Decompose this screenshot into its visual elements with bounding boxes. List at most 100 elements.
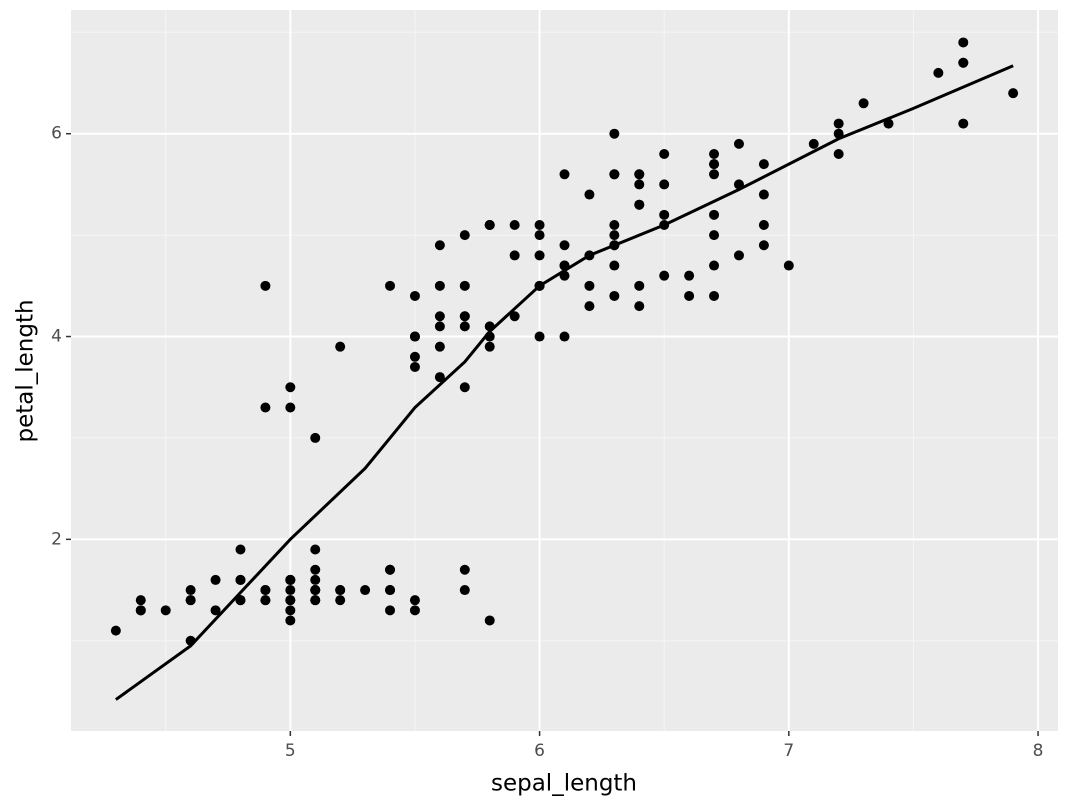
point bbox=[783, 260, 794, 271]
point bbox=[360, 585, 371, 596]
point bbox=[459, 321, 470, 332]
point bbox=[684, 270, 695, 281]
point bbox=[758, 219, 769, 230]
point bbox=[584, 280, 595, 291]
point bbox=[235, 544, 246, 555]
point bbox=[285, 585, 296, 596]
point bbox=[434, 341, 445, 352]
point bbox=[609, 290, 620, 301]
point bbox=[634, 280, 645, 291]
point bbox=[634, 169, 645, 180]
point bbox=[210, 574, 221, 585]
x-tick-label: 5 bbox=[285, 741, 296, 761]
point bbox=[958, 37, 969, 48]
point bbox=[310, 544, 321, 555]
point bbox=[110, 625, 121, 636]
point bbox=[509, 219, 520, 230]
point bbox=[559, 240, 570, 251]
point bbox=[659, 270, 670, 281]
point bbox=[409, 361, 420, 372]
point bbox=[833, 118, 844, 129]
point bbox=[534, 250, 545, 261]
point bbox=[609, 230, 620, 241]
point bbox=[260, 280, 271, 291]
point bbox=[210, 605, 221, 616]
point bbox=[659, 148, 670, 159]
point bbox=[559, 331, 570, 342]
point bbox=[160, 605, 171, 616]
point bbox=[758, 159, 769, 170]
point bbox=[758, 240, 769, 251]
point bbox=[709, 290, 720, 301]
point bbox=[310, 564, 321, 575]
point bbox=[409, 595, 420, 606]
point bbox=[459, 311, 470, 322]
point bbox=[833, 148, 844, 159]
point bbox=[484, 341, 495, 352]
point bbox=[459, 585, 470, 596]
point bbox=[260, 402, 271, 413]
x-tick-label: 8 bbox=[1033, 741, 1044, 761]
point bbox=[434, 372, 445, 383]
point bbox=[559, 169, 570, 180]
point bbox=[958, 57, 969, 68]
point bbox=[385, 605, 396, 616]
point bbox=[709, 209, 720, 220]
point bbox=[484, 219, 495, 230]
point bbox=[634, 199, 645, 210]
point bbox=[958, 118, 969, 129]
x-tick-label: 7 bbox=[783, 741, 794, 761]
point bbox=[733, 250, 744, 261]
point bbox=[584, 189, 595, 200]
point bbox=[659, 209, 670, 220]
point bbox=[459, 564, 470, 575]
point bbox=[335, 341, 346, 352]
point bbox=[310, 574, 321, 585]
point bbox=[634, 179, 645, 190]
point bbox=[285, 574, 296, 585]
point bbox=[609, 169, 620, 180]
point bbox=[634, 301, 645, 312]
point bbox=[584, 301, 595, 312]
point bbox=[409, 605, 420, 616]
point bbox=[709, 169, 720, 180]
point bbox=[185, 585, 196, 596]
point bbox=[534, 219, 545, 230]
point bbox=[185, 595, 196, 606]
point bbox=[310, 595, 321, 606]
point bbox=[808, 138, 819, 149]
point bbox=[733, 138, 744, 149]
point bbox=[758, 189, 769, 200]
point bbox=[709, 230, 720, 241]
y-tick-label: 2 bbox=[51, 529, 62, 549]
y-tick-label: 4 bbox=[51, 327, 62, 347]
point bbox=[709, 148, 720, 159]
point bbox=[459, 280, 470, 291]
point bbox=[285, 605, 296, 616]
point bbox=[310, 585, 321, 596]
point bbox=[659, 179, 670, 190]
point bbox=[434, 311, 445, 322]
point bbox=[609, 260, 620, 271]
point bbox=[509, 250, 520, 261]
point bbox=[409, 290, 420, 301]
point bbox=[285, 615, 296, 626]
point bbox=[285, 595, 296, 606]
point bbox=[509, 311, 520, 322]
point bbox=[534, 230, 545, 241]
point bbox=[459, 382, 470, 393]
trend-line bbox=[114, 64, 1014, 701]
point bbox=[260, 585, 271, 596]
point bbox=[858, 98, 869, 109]
point bbox=[534, 331, 545, 342]
y-axis-title: petal_length bbox=[13, 299, 39, 442]
point bbox=[335, 585, 346, 596]
y-tick-label: 6 bbox=[51, 124, 62, 144]
point bbox=[1008, 88, 1019, 99]
point bbox=[409, 331, 420, 342]
point bbox=[684, 290, 695, 301]
point bbox=[135, 595, 146, 606]
point bbox=[135, 605, 146, 616]
point bbox=[709, 260, 720, 271]
point bbox=[260, 595, 271, 606]
